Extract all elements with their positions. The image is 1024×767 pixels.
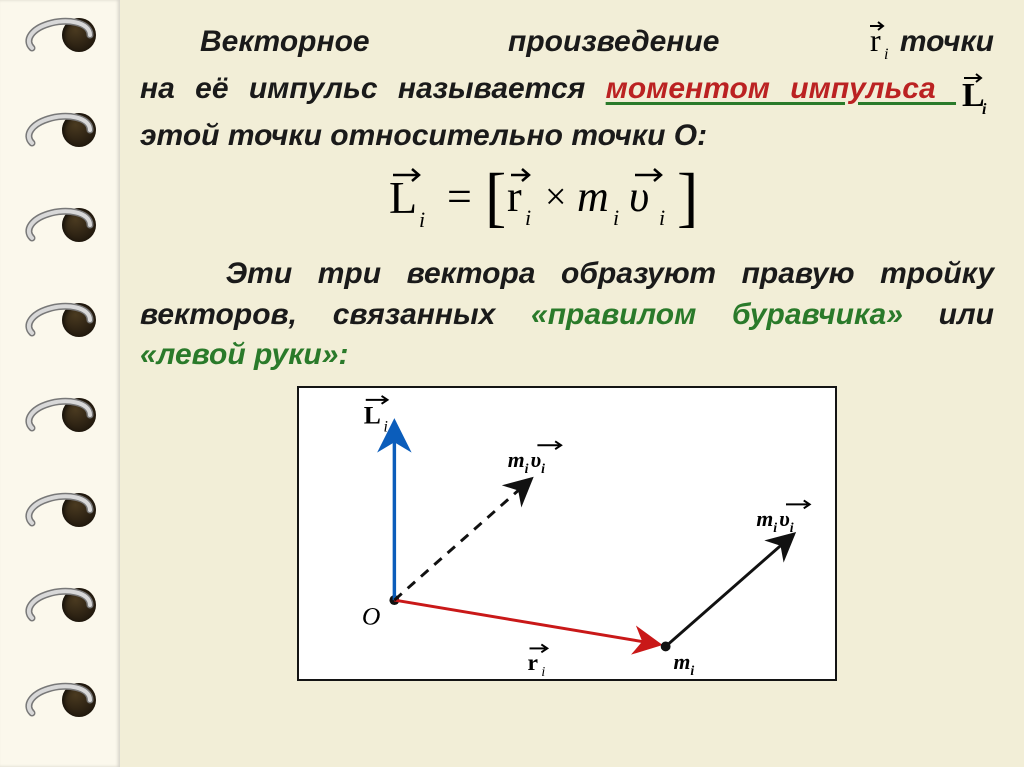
- diagram-wrapper: O L i r i: [140, 386, 994, 681]
- binding-ring: [18, 301, 100, 339]
- label-L: L i: [364, 396, 388, 436]
- paragraph-3: Эти три вектора образуют правую тройку в…: [140, 254, 994, 376]
- svg-text:i: i: [419, 207, 425, 232]
- svg-text:i: i: [541, 664, 545, 679]
- svg-text:r: r: [870, 22, 881, 58]
- rule-gimlet: «правилом буравчика»: [531, 298, 903, 331]
- binding-ring: [18, 16, 100, 54]
- vector-mv-origin: [394, 478, 531, 599]
- svg-text:r: r: [528, 650, 539, 676]
- svg-text:υ: υ: [629, 172, 649, 221]
- binding-ring: [18, 206, 100, 244]
- label-mv-mass: miυi: [756, 500, 809, 535]
- svg-text:L: L: [389, 172, 417, 223]
- vector-r: [394, 600, 659, 644]
- svg-text:i: i: [613, 205, 619, 230]
- svg-text:×: ×: [545, 176, 566, 218]
- mass-label: mi: [674, 650, 695, 678]
- spiral-binding: [0, 0, 120, 767]
- svg-text:]: ]: [677, 161, 698, 234]
- binding-ring: [18, 491, 100, 529]
- svg-text:miυi: miυi: [508, 448, 545, 476]
- text-point: точки: [900, 22, 994, 63]
- svg-text:i: i: [982, 101, 987, 116]
- paragraph-2: на её импульс называется моментом импуль…: [140, 68, 994, 157]
- vector-mv-mass: [666, 534, 794, 646]
- label-mv-origin: miυi: [508, 441, 561, 476]
- svg-text:i: i: [525, 205, 531, 230]
- svg-text:=: =: [447, 172, 472, 221]
- slide: Векторное произведение r i точки на её и…: [0, 0, 1024, 767]
- rule-left-hand: «левой руки»:: [140, 338, 348, 371]
- binding-ring: [18, 396, 100, 434]
- svg-text:[: [: [485, 161, 506, 234]
- svg-text:i: i: [384, 418, 388, 435]
- text-product: произведение: [508, 22, 719, 63]
- binding-ring: [18, 586, 100, 624]
- svg-text:m: m: [577, 172, 609, 221]
- symbol-L-inline: L i: [956, 72, 994, 112]
- svg-text:i: i: [884, 46, 888, 61]
- svg-text:miυi: miυi: [756, 507, 793, 535]
- label-r: r i: [528, 644, 548, 679]
- binding-ring: [18, 681, 100, 719]
- symbol-r-inline: r i: [864, 15, 894, 64]
- formula-angular-momentum: L i = [ r i × m i υ i: [140, 161, 994, 249]
- paragraph-1: Векторное произведение r i точки: [140, 15, 994, 64]
- binding-ring: [18, 111, 100, 149]
- text-relative: этой точки относительно точки О:: [140, 119, 707, 152]
- vector-diagram: O L i r i: [297, 386, 837, 681]
- origin-label: O: [362, 601, 381, 630]
- text-or: или: [939, 298, 994, 331]
- text-vector: Векторное: [200, 22, 370, 63]
- content-area: Векторное произведение r i точки на её и…: [140, 15, 994, 681]
- svg-text:L: L: [364, 400, 381, 429]
- svg-text:r: r: [507, 172, 522, 221]
- svg-text:i: i: [659, 205, 665, 230]
- term-angular-momentum: моментом импульса: [606, 72, 956, 105]
- text-impulse: на её импульс называется: [140, 72, 606, 105]
